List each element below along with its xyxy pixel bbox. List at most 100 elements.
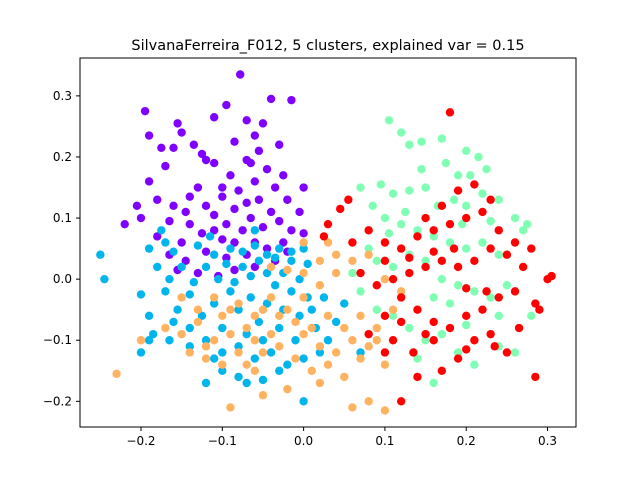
scatter-point [250,354,260,363]
scatter-point [482,287,491,296]
scatter-point [315,342,325,351]
y-tick-label: 0.2 [53,150,72,164]
scatter-point [299,293,308,302]
scatter-point [234,299,243,308]
scatter-point [279,171,288,180]
scatter-point [429,232,438,241]
scatter-point [279,238,288,247]
scatter-point [523,219,532,229]
scatter-point [209,113,219,122]
scatter-point [258,348,268,357]
scatter-point [336,204,345,214]
scatter-point [270,281,280,290]
scatter-point [165,216,174,226]
scatter-point [494,195,503,204]
scatter-point [502,281,512,290]
scatter-point [364,250,373,259]
scatter-point [445,323,455,333]
scatter-point [445,108,455,117]
scatter-point [372,323,381,333]
scatter-point [405,253,414,262]
scatter-point [185,348,194,357]
scatter-point [323,336,333,345]
scatter-point [153,195,162,204]
scatter-point [165,336,174,345]
scatter-point [417,164,426,174]
scatter-point [258,119,268,128]
scatter-point [478,305,487,314]
scatter-point [185,342,194,351]
scatter-point [478,238,487,247]
scatter-point [100,274,109,284]
scatter-point [275,366,284,375]
scatter-point [161,161,170,171]
scatter-point [258,375,268,385]
scatter-point [462,201,471,211]
scatter-point [413,354,422,363]
scatter-point [275,323,284,333]
scatter-point [453,348,463,357]
scatter-point [518,226,528,235]
scatter-point [348,336,357,345]
scatter-point [209,250,219,259]
scatter-point [189,278,199,287]
scatter-point [258,223,268,232]
scatter-point [429,226,438,235]
scatter-point [486,329,495,339]
scatter-point [193,183,203,192]
scatter-point [490,342,499,351]
scatter-point [218,348,227,357]
scatter-point [283,265,292,275]
scatter-point [413,232,422,241]
scatter-point [197,229,207,238]
scatter-point [177,329,186,339]
scatter-point [356,287,365,296]
scatter-point [364,342,373,351]
scatter-point [283,384,292,394]
scatter-point [364,244,373,253]
scatter-point [315,256,325,266]
scatter-point [238,262,247,272]
scatter-point [527,311,536,321]
scatter-point [510,238,520,247]
scatter-point [470,287,479,296]
scatter-point [144,336,154,345]
scatter-point [405,323,414,333]
scatter-point [372,281,381,290]
scatter-point [409,348,418,357]
scatter-point [226,403,235,412]
scatter-point [254,195,264,204]
scatter-point [197,149,207,159]
scatter-point [218,366,227,375]
scatter-point [348,268,357,278]
scatter-point [323,219,333,229]
scatter-point [266,329,276,339]
scatter-point [514,323,524,333]
scatter-point [413,305,422,314]
y-tick-label: 0.1 [53,211,72,225]
scatter-point [462,146,471,156]
x-tick-label: −0.2 [126,434,155,448]
scatter-point [486,216,495,226]
scatter-point [494,311,503,321]
scatter-point [157,143,166,153]
scatter-point [315,348,325,357]
scatter-point [547,271,556,281]
scatter-point [299,183,308,192]
scatter-point [169,201,178,211]
scatter-point [254,256,264,266]
y-tick-label: 0.3 [53,89,72,103]
points-layer [96,70,556,415]
scatter-point [177,128,186,137]
y-tick-label: −0.1 [43,333,72,347]
scatter-point [453,354,463,363]
scatter-point [266,94,276,104]
scatter-point [201,247,211,256]
scatter-point [201,342,211,351]
scatter-point [169,317,178,327]
scatter-point [144,177,154,186]
scatter-point [396,397,406,406]
scatter-point [287,247,296,256]
scatter-point [396,317,406,327]
scatter-point [222,259,231,269]
